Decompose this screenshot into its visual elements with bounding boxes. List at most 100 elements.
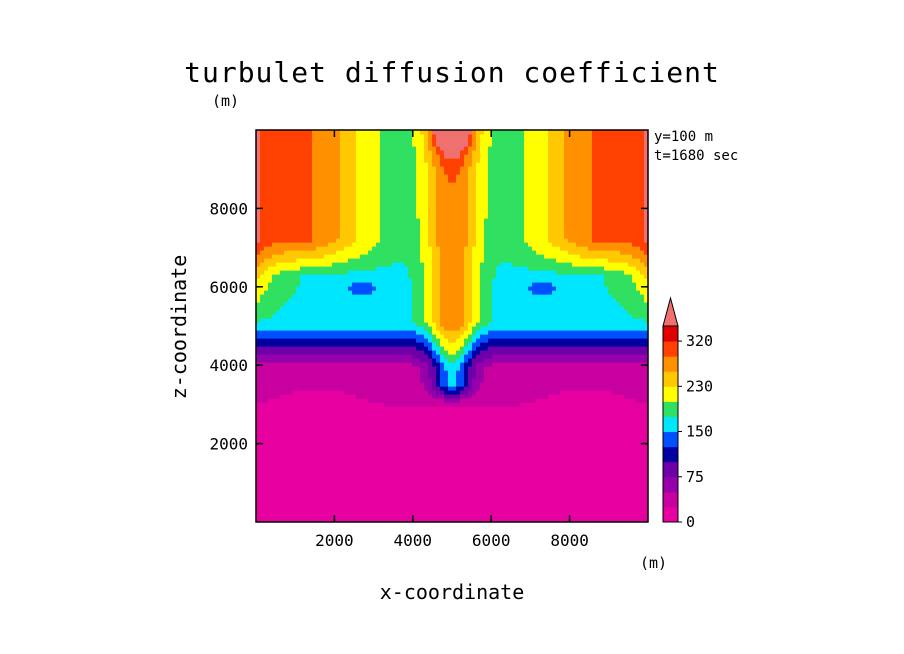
contour-cell bbox=[612, 394, 617, 399]
contour-cell bbox=[288, 386, 293, 391]
contour-cell bbox=[520, 454, 525, 459]
contour-cell bbox=[624, 382, 629, 387]
contour-cell bbox=[624, 478, 629, 483]
contour-cell bbox=[320, 382, 325, 387]
contour-cell bbox=[296, 334, 301, 339]
contour-cell bbox=[484, 518, 489, 522]
contour-cell bbox=[336, 466, 341, 471]
contour-cell bbox=[568, 350, 573, 355]
contour-cell bbox=[388, 342, 393, 347]
contour-cell bbox=[608, 326, 613, 331]
contour-cell bbox=[404, 362, 409, 367]
contour-cell bbox=[472, 486, 477, 491]
contour-cell bbox=[536, 482, 541, 487]
contour-cell bbox=[516, 478, 521, 483]
contour-cell bbox=[400, 518, 405, 522]
contour-cell bbox=[632, 390, 637, 395]
contour-cell bbox=[376, 414, 381, 419]
contour-cell bbox=[516, 338, 521, 343]
contour-cell bbox=[604, 366, 609, 371]
contour-cell bbox=[452, 326, 457, 331]
contour-cell bbox=[592, 354, 597, 359]
contour-cell bbox=[588, 342, 593, 347]
contour-cell bbox=[316, 334, 321, 339]
contour-cell bbox=[644, 466, 648, 471]
contour-cell bbox=[284, 506, 289, 511]
contour-cell bbox=[588, 414, 593, 419]
contour-cell bbox=[500, 418, 505, 423]
contour-cell bbox=[512, 406, 517, 411]
contour-cell bbox=[300, 494, 305, 499]
contour-cell bbox=[544, 370, 549, 375]
contour-cell bbox=[412, 382, 417, 387]
contour-cell bbox=[412, 386, 417, 391]
contour-cell bbox=[540, 366, 545, 371]
contour-cell bbox=[412, 446, 417, 451]
contour-cell bbox=[628, 474, 633, 479]
contour-cell bbox=[284, 418, 289, 423]
contour-cell bbox=[584, 326, 589, 331]
contour-cell bbox=[504, 462, 509, 467]
contour-cell bbox=[340, 518, 345, 522]
contour-cell bbox=[520, 350, 525, 355]
contour-cell bbox=[336, 498, 341, 503]
contour-cell bbox=[640, 486, 645, 491]
contour-cell bbox=[332, 390, 337, 395]
contour-cell bbox=[556, 394, 561, 399]
contour-cell bbox=[580, 406, 585, 411]
contour-cell bbox=[320, 362, 325, 367]
contour-cell bbox=[336, 410, 341, 415]
contour-cell bbox=[532, 422, 537, 427]
contour-cell bbox=[596, 478, 601, 483]
contour-cell bbox=[532, 410, 537, 415]
contour-cell bbox=[464, 494, 469, 499]
contour-cell bbox=[588, 430, 593, 435]
contour-cell bbox=[468, 322, 473, 327]
contour-cell bbox=[416, 486, 421, 491]
contour-cell bbox=[636, 342, 641, 347]
contour-cell bbox=[576, 354, 581, 359]
contour-cell bbox=[536, 490, 541, 495]
contour-cell bbox=[508, 326, 513, 331]
contour-cell bbox=[568, 346, 573, 351]
contour-cell bbox=[408, 394, 413, 399]
contour-cell bbox=[540, 398, 545, 403]
contour-cell bbox=[376, 474, 381, 479]
contour-cell bbox=[592, 438, 597, 443]
contour-cell bbox=[352, 502, 357, 507]
contour-cell bbox=[592, 430, 597, 435]
contour-cell bbox=[508, 370, 513, 375]
contour-cell bbox=[280, 378, 285, 383]
contour-cell bbox=[484, 442, 489, 447]
contour-cell bbox=[444, 486, 449, 491]
contour-cell bbox=[340, 494, 345, 499]
contour-cell bbox=[636, 370, 641, 375]
contour-cell bbox=[352, 386, 357, 391]
contour-cell bbox=[404, 342, 409, 347]
contour-cell bbox=[440, 518, 445, 522]
contour-cell bbox=[348, 458, 353, 463]
contour-cell bbox=[428, 386, 433, 391]
contour-cell bbox=[440, 342, 445, 347]
contour-cell bbox=[296, 454, 301, 459]
contour-cell bbox=[280, 406, 285, 411]
contour-cell bbox=[292, 478, 297, 483]
contour-cell bbox=[640, 418, 645, 423]
contour-cell bbox=[404, 482, 409, 487]
contour-cell bbox=[300, 374, 305, 379]
contour-cell bbox=[336, 326, 341, 331]
contour-cell bbox=[320, 446, 325, 451]
contour-cell bbox=[592, 330, 597, 335]
contour-cell bbox=[520, 486, 525, 491]
contour-cell bbox=[488, 446, 493, 451]
contour-cell bbox=[572, 442, 577, 447]
contour-cell bbox=[464, 410, 469, 415]
contour-cell bbox=[572, 470, 577, 475]
contour-cell bbox=[272, 366, 277, 371]
contour-cell bbox=[568, 474, 573, 479]
contour-cell bbox=[380, 414, 385, 419]
contour-cell bbox=[532, 322, 537, 327]
contour-cell bbox=[396, 498, 401, 503]
contour-cell bbox=[452, 334, 457, 339]
contour-cell bbox=[328, 406, 333, 411]
